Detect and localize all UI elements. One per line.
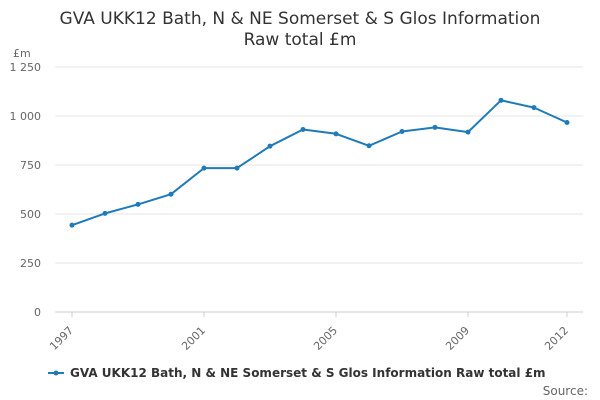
y-axis-label: £m: [13, 47, 31, 60]
source-label: Source:: [543, 384, 588, 398]
chart-title: GVA UKK12 Bath, N & NE Somerset & S Glos…: [60, 9, 541, 29]
x-tick-label: 2005: [311, 324, 340, 353]
legend-label: GVA UKK12 Bath, N & NE Somerset & S Glos…: [70, 366, 546, 380]
y-tick-label: 1 250: [10, 61, 42, 74]
data-point[interactable]: [465, 129, 471, 135]
y-tick-label: 750: [20, 159, 41, 172]
data-point[interactable]: [300, 127, 306, 133]
data-point[interactable]: [564, 119, 570, 125]
data-point[interactable]: [432, 124, 438, 130]
x-tick-label: 2012: [542, 324, 571, 353]
data-point[interactable]: [168, 191, 174, 197]
data-point[interactable]: [267, 143, 273, 149]
x-tick-label: 2009: [443, 324, 472, 353]
y-tick-label: 250: [20, 257, 41, 270]
x-tick-label: 2001: [179, 324, 208, 353]
data-point[interactable]: [201, 165, 207, 171]
data-point[interactable]: [135, 201, 141, 207]
x-axis-ticks: 1997 2001 2005 2009 2012: [47, 312, 571, 353]
data-point[interactable]: [69, 222, 75, 228]
legend-point-marker: [53, 370, 59, 376]
y-axis-ticks: 0 250 500 750 1 000 1 250: [10, 61, 42, 319]
series-line-0: [71, 99, 568, 227]
gridlines: [55, 66, 583, 313]
data-point[interactable]: [333, 131, 339, 137]
data-point[interactable]: [498, 97, 504, 103]
data-point[interactable]: [234, 165, 240, 171]
data-point[interactable]: [399, 128, 405, 134]
y-tick-label: 1 000: [10, 110, 42, 123]
x-tick-label: 1997: [47, 324, 76, 353]
data-point[interactable]: [531, 105, 537, 111]
y-tick-label: 500: [20, 208, 41, 221]
chart-subtitle: Raw total £m: [244, 30, 357, 50]
data-point[interactable]: [102, 210, 108, 216]
series-group: [69, 97, 570, 228]
y-tick-label: 0: [34, 306, 41, 319]
data-point[interactable]: [366, 143, 372, 149]
legend[interactable]: GVA UKK12 Bath, N & NE Somerset & S Glos…: [48, 366, 546, 380]
